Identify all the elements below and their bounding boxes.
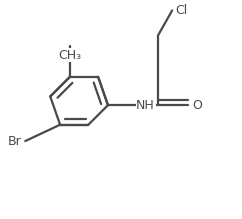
Text: CH₃: CH₃ — [58, 49, 81, 62]
Text: Br: Br — [8, 134, 22, 148]
Text: O: O — [192, 99, 202, 112]
Text: NH: NH — [136, 99, 155, 112]
Text: Cl: Cl — [175, 4, 188, 17]
